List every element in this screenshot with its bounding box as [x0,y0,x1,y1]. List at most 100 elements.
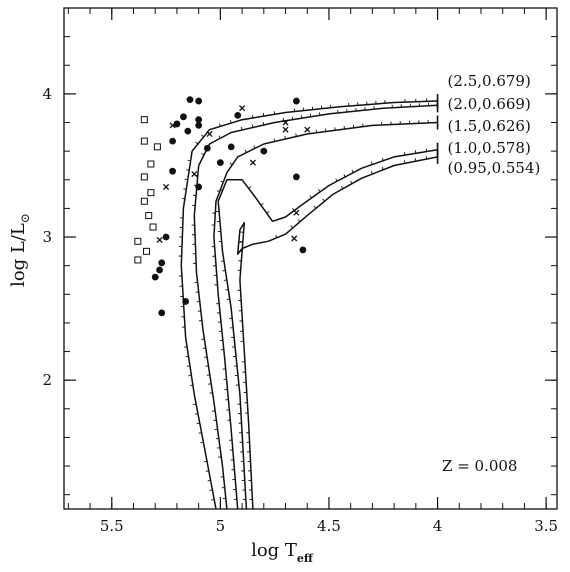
star-filled-circle [158,309,166,317]
star-filled-circle [216,159,224,166]
star-cross-stroke [191,170,198,178]
plot-frame [63,7,558,510]
track-marker [248,186,252,189]
star-open-square [134,256,142,264]
track-marker [220,180,224,183]
track-marker [350,180,353,184]
star-filled-circle [292,97,300,105]
metallicity-annotation: Z = 0.008 [442,457,517,475]
star-filled-circle [260,147,268,155]
track-marker [194,413,199,415]
track-label: (1.5,0.626) [448,117,531,135]
track-marker [322,198,325,202]
track-marker [203,460,208,463]
track-marker [216,190,220,193]
star-filled-circle [180,113,187,121]
star-cross-stroke [291,235,298,242]
star-filled-circle [186,96,194,104]
star-cross [239,105,246,112]
evolutionary-tracks [178,94,439,510]
x-tick-label: 4 [433,517,443,535]
y-axis-label: log L/L⊙ [8,213,32,287]
track-marker [201,152,205,156]
track-marker [218,135,221,139]
star-open-square [145,212,153,220]
star-open-square [149,223,157,231]
y-tick-label: 4 [42,85,52,103]
track-marker [251,124,254,128]
track-marker [266,211,270,214]
x-axis-label: log Teff [251,540,314,565]
track-marker [313,205,317,209]
x-axis-label-main: log T [251,540,297,561]
track-marker [370,171,373,175]
star-filled-circle [169,137,176,145]
star-open-square [147,189,155,197]
track-marker [381,166,384,170]
track-marker [201,134,205,138]
star-cross-stroke [239,105,246,112]
y-tick-label: 3 [42,228,52,246]
star-cross [191,170,198,178]
star-cross [169,122,176,129]
star-filled-circle [195,97,203,105]
star-filled-circle [182,298,190,305]
track-line [180,100,438,510]
track-marker [240,127,243,131]
track-label: (2.0,0.669) [448,95,531,113]
x-axis-label-subscript: eff [297,552,314,565]
x-tick-label: 4.5 [317,517,341,535]
star-filled-circle [184,127,192,135]
track-marker [229,119,232,124]
star-filled-circle [299,246,307,254]
track-marker [290,225,294,229]
track-marker [229,162,233,166]
track-marker [219,123,221,127]
track-marker [309,195,312,199]
star-cross-stroke [163,183,170,190]
star-filled-circle [173,120,181,128]
track-marker [200,441,204,444]
track-marker [297,219,301,223]
track-line [193,104,438,510]
track-marker [196,422,200,425]
star-cross-stroke [206,130,213,138]
track-marker [253,145,256,149]
track-marker [340,185,344,190]
axis-ticks: 5.5 5 4.5 4 3.5 2 3 4 [42,8,558,535]
track-marker [193,403,197,406]
star-cross-stroke [304,126,311,133]
star-filled-circle [195,183,203,191]
track-marker [425,155,428,160]
track-marker [219,188,223,191]
y-axis-label-main: log L/L [8,223,29,287]
track-marker [205,470,209,472]
track-labels: (2.5,0.679) (2.0,0.669) (1.5,0.626) (1.0,0.… [448,72,541,177]
star-cross [282,126,289,133]
star-open-square [140,116,148,124]
x-tick-label: 5.5 [100,517,124,535]
track-marker [414,158,417,162]
star-filled-circle [156,266,163,274]
track-marker [295,133,297,137]
y-tick-label: 2 [42,371,52,389]
star-filled-circle [169,167,176,175]
track-marker [284,135,286,140]
track-label: (0.95,0.554) [448,159,541,177]
track-marker [211,499,215,501]
star-filled-circle [151,273,159,281]
star-filled-circle [227,143,235,151]
star-cross [291,235,298,242]
star-cross-stroke [282,119,289,126]
track-marker [335,178,338,182]
star-open-square [140,137,148,145]
star-cross-stroke [156,236,163,243]
track-marker [403,160,406,164]
y-axis-label-subscript: ⊙ [18,213,32,223]
track-marker [260,202,264,206]
star-cross [282,119,289,126]
track-marker [209,489,213,491]
track-marker [275,234,278,238]
star-filled-circle [195,116,203,124]
